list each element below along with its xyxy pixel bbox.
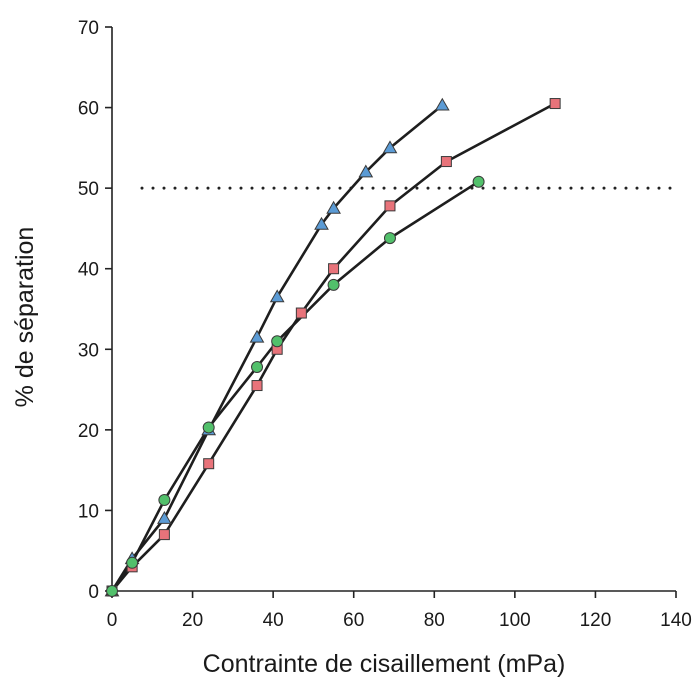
data-point-square	[251, 380, 263, 392]
data-point-triangle	[434, 97, 450, 111]
y-axis-title: % de séparation	[11, 227, 39, 408]
data-point-square	[440, 156, 452, 168]
data-point-triangle	[358, 164, 374, 178]
data-point-circle	[251, 361, 264, 374]
data-point-circle	[327, 278, 340, 291]
data-point-circle	[472, 175, 485, 188]
y-tick-label: 60	[78, 99, 99, 120]
x-tick-label: 120	[580, 610, 612, 631]
x-tick-label: 0	[107, 610, 118, 631]
y-tick-label: 20	[78, 421, 99, 442]
data-point-triangle	[382, 140, 398, 154]
data-point-triangle	[326, 200, 341, 214]
data-point-triangle	[269, 289, 285, 303]
data-point-circle	[271, 335, 284, 348]
y-tick-label: 10	[78, 501, 99, 522]
data-point-circle	[106, 585, 118, 597]
data-point-square	[295, 307, 307, 319]
x-axis-title: Contrainte de cisaillement (mPa)	[203, 650, 566, 678]
data-point-circle	[383, 232, 396, 245]
y-tick-label: 30	[78, 340, 99, 361]
data-point-circle	[126, 556, 139, 569]
y-tick-label: 50	[78, 179, 99, 200]
x-tick-label: 100	[499, 610, 531, 631]
data-point-square	[158, 529, 170, 541]
x-tick-label: 140	[660, 610, 692, 631]
data-point-square	[384, 200, 396, 212]
series-layer	[104, 97, 561, 597]
y-tick-label: 70	[78, 18, 99, 39]
data-point-square	[549, 98, 561, 110]
data-point-triangle	[314, 216, 329, 230]
axes: 0 10 20 30 40 50 60 70 0 20 40 60 80 100 120 140	[78, 18, 692, 631]
data-point-square	[203, 458, 215, 470]
y-tick-label: 0	[88, 582, 99, 603]
data-point-square	[328, 263, 340, 275]
x-tick-label: 80	[424, 610, 445, 631]
x-tick-label: 20	[182, 610, 203, 631]
series-line-square	[110, 102, 556, 592]
data-point-triangle	[157, 510, 172, 524]
x-tick-label: 40	[263, 610, 284, 631]
x-tick-label: 60	[343, 610, 364, 631]
data-point-triangle	[249, 329, 265, 343]
data-point-circle	[202, 421, 215, 434]
y-tick-label: 40	[78, 260, 99, 281]
data-point-circle	[158, 493, 171, 506]
